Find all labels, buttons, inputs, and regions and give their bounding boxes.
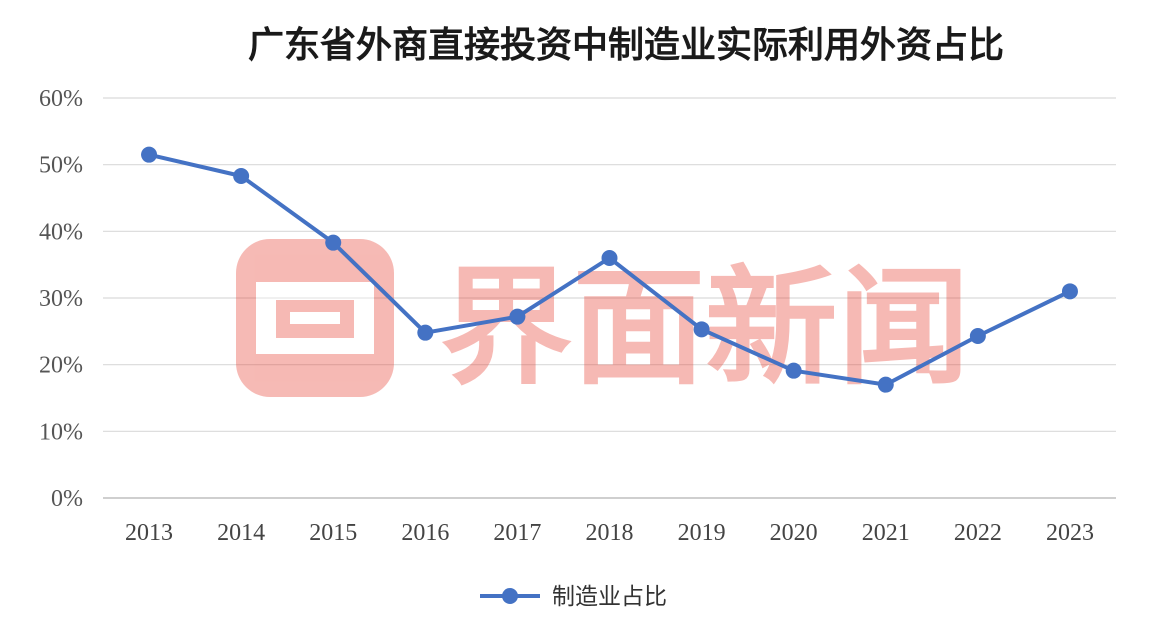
y-tick-label: 30% bbox=[39, 286, 83, 312]
x-tick-label: 2020 bbox=[770, 520, 818, 546]
y-tick-label: 40% bbox=[39, 219, 83, 245]
x-axis-ticks: 2013 2014 2015 2016 2017 2018 2019 2020 2021 2022… bbox=[125, 520, 1094, 546]
x-tick-label: 2019 bbox=[678, 520, 726, 546]
x-tick-label: 2013 bbox=[125, 520, 173, 546]
data-point bbox=[969, 328, 986, 344]
data-point bbox=[601, 250, 618, 266]
data-point bbox=[509, 308, 526, 325]
data-point bbox=[877, 376, 894, 393]
series-layer bbox=[141, 146, 1078, 393]
data-point bbox=[325, 234, 342, 251]
data-point bbox=[417, 324, 434, 341]
x-tick-label: 2016 bbox=[401, 520, 449, 546]
watermark-logo-icon bbox=[236, 239, 394, 397]
watermark-logo-inner-icon bbox=[256, 282, 374, 354]
data-point bbox=[693, 321, 710, 338]
x-tick-label: 2017 bbox=[493, 520, 541, 546]
data-point bbox=[233, 168, 250, 184]
y-tick-label: 20% bbox=[39, 353, 83, 379]
watermark-logo-bar-icon bbox=[290, 312, 340, 324]
x-tick-label: 2015 bbox=[309, 520, 357, 546]
y-tick-label: 50% bbox=[39, 153, 83, 179]
y-axis-ticks: 0% 10% 20% 30% 40% 50% 60% bbox=[39, 86, 83, 512]
x-tick-label: 2018 bbox=[586, 520, 634, 546]
y-tick-label: 10% bbox=[39, 419, 83, 445]
data-point bbox=[141, 146, 158, 163]
legend-dot-marker bbox=[502, 588, 518, 604]
legend: 制造业占比 bbox=[480, 584, 667, 610]
data-point bbox=[785, 362, 802, 379]
gridlines bbox=[103, 97, 1116, 499]
chart-title: 广东省外商直接投资中制造业实际利用外资占比 bbox=[248, 24, 1004, 66]
x-tick-label: 2021 bbox=[862, 520, 910, 546]
y-tick-label: 0% bbox=[51, 486, 83, 512]
y-tick-label: 60% bbox=[39, 86, 83, 112]
x-tick-label: 2014 bbox=[217, 520, 265, 546]
legend-label: 制造业占比 bbox=[552, 584, 667, 610]
x-tick-label: 2023 bbox=[1046, 520, 1094, 546]
data-point bbox=[1061, 283, 1078, 300]
x-tick-label: 2022 bbox=[954, 520, 1002, 546]
